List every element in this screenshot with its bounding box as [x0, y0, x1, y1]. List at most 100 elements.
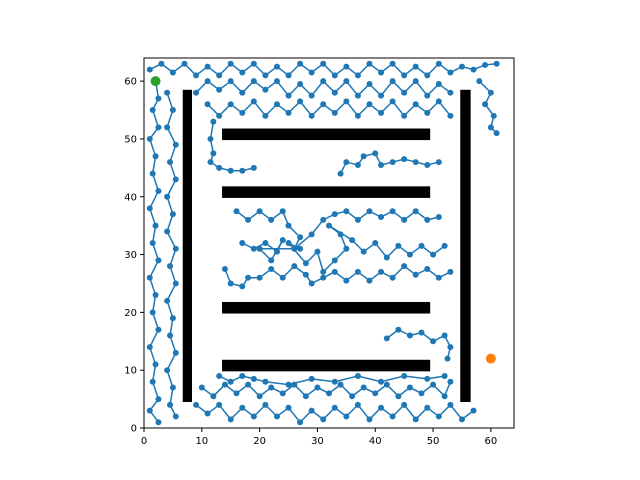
tree-node: [406, 384, 413, 391]
tree-node: [149, 107, 156, 114]
tree-node: [204, 101, 211, 108]
tree-node: [239, 240, 246, 246]
tree-node: [256, 274, 263, 281]
tree-node: [285, 222, 292, 229]
y-tick-label: 20: [124, 308, 137, 319]
tree-node: [412, 208, 419, 215]
tree-node: [285, 92, 292, 99]
tree-node: [207, 135, 214, 142]
tree-node: [389, 413, 396, 420]
obstacle-wall: [222, 301, 431, 314]
tree-node: [383, 335, 390, 342]
tree-node: [146, 135, 153, 142]
tree-node: [308, 92, 315, 99]
tree-node: [424, 92, 431, 99]
tree-node: [458, 63, 465, 70]
tree-node: [360, 384, 367, 391]
tree-node: [395, 326, 402, 333]
tree-node: [331, 268, 338, 275]
tree-node: [256, 245, 263, 252]
tree-node: [268, 266, 275, 273]
tree-node: [216, 72, 223, 79]
tree-node: [378, 92, 385, 99]
tree-node: [493, 60, 500, 67]
tree-node: [250, 164, 257, 171]
tree-node: [193, 89, 200, 96]
tree-node: [227, 280, 234, 287]
tree-node: [447, 378, 454, 385]
tree-node: [233, 208, 240, 215]
tree-node: [424, 266, 431, 273]
obstacle-wall: [222, 359, 431, 372]
tree-node: [216, 164, 223, 171]
tree-node: [444, 355, 451, 362]
tree-node: [401, 216, 408, 223]
tree-node: [221, 266, 228, 273]
tree-node: [155, 419, 162, 426]
markers-layer: [150, 76, 496, 364]
tree-node: [435, 413, 442, 420]
tree-node: [378, 404, 385, 411]
tree-node: [302, 271, 309, 278]
tree-node: [155, 187, 162, 194]
y-tick-label: 60: [124, 77, 137, 88]
tree-branch: [207, 100, 451, 117]
tree-node: [256, 393, 263, 400]
tree-node: [273, 413, 280, 420]
tree-node: [389, 60, 396, 67]
tree-node: [227, 101, 234, 108]
tree-node: [216, 112, 223, 119]
tree-node: [155, 326, 162, 333]
tree-node: [216, 401, 223, 408]
tree-node: [487, 124, 494, 131]
tree-node: [155, 95, 162, 102]
tree-node: [279, 274, 286, 281]
tree-node: [204, 78, 211, 85]
tree-node: [343, 159, 350, 166]
tree-node: [193, 72, 200, 79]
tree-node: [210, 393, 217, 400]
tree-node: [239, 69, 246, 76]
tree-node: [441, 372, 448, 379]
tree-node: [164, 124, 171, 131]
tree-node: [401, 72, 408, 79]
tree-node: [435, 213, 442, 220]
tree-node: [297, 234, 304, 241]
tree-node: [354, 112, 361, 119]
tree-node: [418, 390, 425, 397]
tree-node: [239, 404, 246, 411]
tree-node: [331, 211, 338, 218]
tree-node: [343, 63, 350, 70]
tree-node: [262, 401, 269, 408]
tree-node: [441, 242, 448, 249]
tree-node: [172, 245, 179, 252]
tree-node: [482, 101, 489, 108]
tree-node: [167, 263, 174, 270]
tree-node: [169, 107, 176, 114]
tree-node: [326, 390, 332, 397]
x-tick-label: 40: [369, 436, 382, 447]
tree-node: [406, 332, 413, 339]
tree-branch: [386, 328, 452, 359]
tree-node: [447, 69, 454, 76]
tree-node: [447, 112, 454, 119]
tree-node: [158, 60, 165, 67]
tree-node: [343, 208, 350, 215]
tree-node: [337, 231, 344, 238]
tree-node: [418, 329, 425, 336]
tree-node: [458, 416, 465, 423]
tree-node: [302, 393, 309, 400]
tree-node: [250, 375, 257, 382]
tree-node: [193, 401, 200, 408]
tree-node: [412, 78, 419, 85]
tree-node: [164, 193, 171, 200]
tree-node: [308, 375, 315, 382]
tree-node: [412, 63, 419, 70]
tree-node: [152, 153, 159, 160]
tree-node: [412, 416, 419, 423]
tree-node: [418, 242, 425, 249]
tree-node: [169, 315, 176, 322]
y-tick-label: 0: [131, 424, 137, 435]
tree-node: [424, 161, 431, 168]
axes-frame: [143, 57, 515, 429]
